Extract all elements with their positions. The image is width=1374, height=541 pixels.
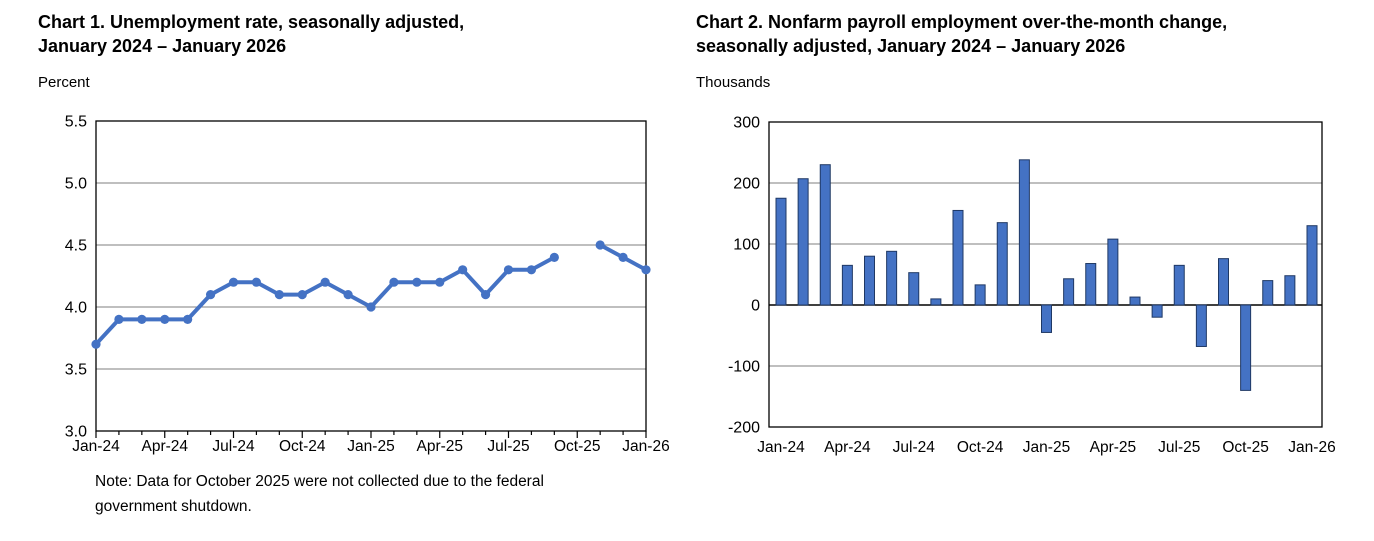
- bar-Feb-25: [1063, 278, 1075, 306]
- x-tick-label: Jan-26: [1288, 439, 1335, 456]
- bar-Nov-24: [996, 222, 1008, 306]
- chart1-title-line2: January 2024 – January 2026: [38, 36, 287, 56]
- chart1-title: Chart 1. Unemployment rate, seasonally a…: [38, 10, 464, 58]
- x-tick-label: Jan-24: [72, 438, 120, 455]
- chart2-title: Chart 2. Nonfarm payroll employment over…: [696, 10, 1227, 58]
- y-tick-label: 0: [751, 298, 760, 315]
- chart2-title-line1: Chart 2. Nonfarm payroll employment over…: [696, 12, 1228, 32]
- data-point-Apr-24: [160, 314, 170, 324]
- bar-Sep-24: [952, 209, 964, 306]
- chart1-title-line1: Chart 1. Unemployment rate, seasonally a…: [38, 12, 465, 32]
- bar-Jun-25: [1151, 304, 1163, 318]
- data-point-May-25: [458, 265, 468, 275]
- data-point-Mar-24: [137, 314, 147, 324]
- x-tick-label: Oct-25: [1222, 439, 1269, 456]
- x-tick-label: Jan-25: [1023, 439, 1070, 456]
- bar-Mar-24: [819, 164, 831, 306]
- chart1-y-axis-unit-label: Percent: [38, 74, 90, 91]
- y-tick-label: 5.0: [65, 176, 87, 193]
- bar-Aug-25: [1195, 304, 1207, 347]
- bar-Dec-24: [1018, 159, 1030, 306]
- bar-Jul-25: [1173, 264, 1185, 306]
- y-tick-label: 300: [733, 115, 760, 132]
- x-tick-label: Jan-24: [757, 439, 805, 456]
- data-point-Sep-24: [274, 290, 284, 300]
- data-point-Sep-25: [549, 252, 559, 262]
- chart1-note-line2: government shutdown.: [95, 498, 252, 515]
- data-point-Dec-25: [618, 252, 628, 262]
- bar-Jan-25: [1041, 304, 1052, 333]
- x-tick-label: Oct-25: [554, 438, 601, 455]
- chart2-y-axis-unit-label: Thousands: [696, 74, 771, 91]
- x-tick-label: Apr-24: [141, 438, 188, 455]
- data-point-Jul-24: [228, 277, 239, 287]
- x-tick-label: Apr-24: [824, 439, 871, 456]
- bar-Jun-24: [886, 250, 898, 306]
- data-point-Aug-24: [251, 277, 262, 287]
- data-point-Dec-24: [343, 290, 353, 300]
- y-tick-label: 4.5: [65, 238, 87, 255]
- bar-Nov-25: [1262, 280, 1274, 306]
- data-point-Feb-25: [389, 277, 399, 287]
- bar-Dec-25: [1284, 275, 1296, 306]
- bar-Aug-24: [930, 298, 942, 306]
- bar-Feb-24: [797, 178, 809, 306]
- bar-May-24: [864, 255, 875, 306]
- data-point-Aug-25: [526, 265, 537, 275]
- bar-Jul-24: [908, 272, 920, 306]
- data-point-Oct-24: [297, 290, 307, 300]
- bar-Oct-25: [1240, 304, 1252, 391]
- x-tick-label: Jul-25: [1158, 439, 1200, 456]
- y-tick-label: 3.0: [65, 424, 87, 441]
- chart1-note: Note: Data for October 2025 were not col…: [95, 469, 544, 519]
- data-point-Jan-26: [641, 265, 651, 275]
- data-point-Mar-25: [412, 277, 422, 287]
- plot-border: [768, 121, 1323, 428]
- data-point-Jun-24: [205, 290, 216, 300]
- bar-Apr-25: [1107, 238, 1119, 306]
- bar-Oct-24: [974, 284, 986, 306]
- data-point-Jan-25: [366, 302, 376, 312]
- x-tick-label: Jul-24: [893, 439, 936, 456]
- x-tick-label: Jul-25: [487, 438, 529, 455]
- bar-Sep-25: [1218, 258, 1229, 306]
- chart1-note-line1: Note: Data for October 2025 were not col…: [95, 473, 544, 490]
- x-tick-label: Apr-25: [416, 438, 463, 455]
- y-tick-label: 5.5: [65, 114, 87, 131]
- bar-May-25: [1129, 296, 1141, 306]
- bar-Jan-24: [775, 197, 787, 306]
- x-tick-label: Apr-25: [1090, 439, 1137, 456]
- x-tick-label: Jan-26: [622, 438, 669, 455]
- x-tick-label: Jul-24: [212, 438, 255, 455]
- y-tick-label: 4.0: [65, 300, 87, 317]
- data-point-May-24: [183, 314, 193, 324]
- data-point-Jan-24: [91, 339, 101, 349]
- chart2-title-line2: seasonally adjusted, January 2024 – Janu…: [696, 36, 1126, 56]
- data-point-Jun-25: [480, 290, 491, 300]
- bar-Apr-24: [841, 264, 853, 306]
- y-tick-label: -100: [728, 359, 760, 376]
- y-tick-label: 200: [733, 176, 760, 193]
- plot-border: [95, 120, 647, 432]
- y-tick-label: -200: [728, 420, 760, 437]
- bar-Jan-26: [1306, 225, 1318, 306]
- x-tick-label: Jan-25: [347, 438, 394, 455]
- data-point-Apr-25: [435, 277, 445, 287]
- x-tick-label: Oct-24: [279, 438, 326, 455]
- y-tick-label: 3.5: [65, 362, 87, 379]
- data-point-Nov-24: [320, 277, 330, 287]
- x-tick-label: Oct-24: [957, 439, 1004, 456]
- data-point-Jul-25: [503, 265, 514, 275]
- data-line-segment: [94, 255, 557, 347]
- data-point-Feb-24: [114, 314, 124, 324]
- chart2-payroll-bar-plot: 300 200 100 0 -100 -200 Jan-24 Apr-24 Jul-24 Oct-…: [728, 115, 1336, 457]
- y-tick-label: 100: [733, 237, 760, 254]
- bar-Mar-25: [1085, 263, 1097, 306]
- data-point-Nov-25: [595, 240, 605, 250]
